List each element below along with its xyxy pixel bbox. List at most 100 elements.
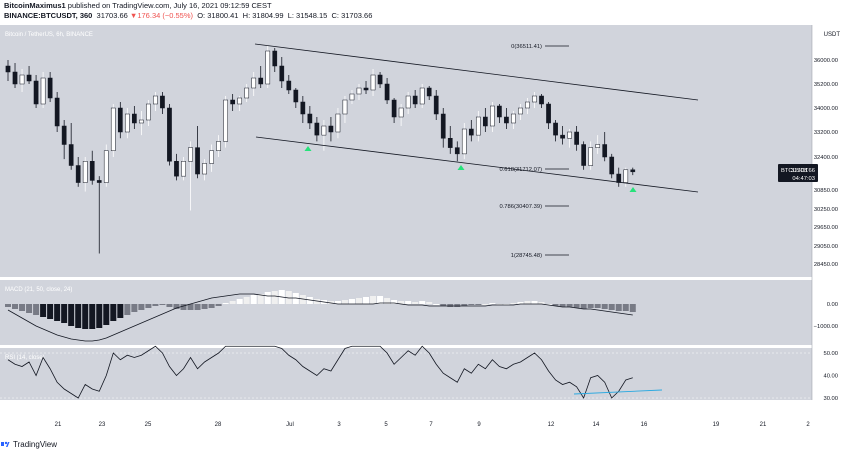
candle-body [377,74,383,85]
support-arrow-marker [304,146,312,151]
candle-body [468,128,474,136]
candle-body [497,105,502,118]
tradingview-logo-icon [1,441,10,447]
macd-bar [19,304,26,311]
candle-body [384,83,390,101]
candle-body [96,180,102,183]
rsi-line [7,345,633,399]
macd-bar [103,304,110,325]
macd-bar [475,304,482,305]
candle-body [251,77,257,89]
candle-body [539,95,544,105]
macd-bar [124,304,131,315]
tradingview-brand[interactable]: TradingView [13,440,58,449]
candle-body [188,147,193,162]
macd-bar [545,304,552,305]
candle-body [412,95,418,105]
support-arrow-marker [629,187,637,192]
macd-bar [524,301,531,304]
candle-body [342,99,348,115]
candle-body [89,161,95,181]
macd-bar [40,304,47,317]
candle-body [26,74,32,82]
macd-bar [510,303,517,304]
chart-canvas[interactable]: Bitcoin / TetherUS, 6h, BINANCE USDT MAC… [0,22,850,437]
candle-body [181,161,186,177]
candle-body [293,89,299,103]
candle-body [40,77,46,105]
price-tick-label: 30850.00 [814,188,838,194]
candle-body [426,87,432,97]
macd-bar [159,304,166,305]
candle-body [595,144,601,148]
channel-lower-line [255,136,699,193]
macd-bar [138,304,145,310]
macd-bar [552,304,559,306]
macd-bar [306,297,313,304]
candle-body [391,99,397,118]
candle-body [518,107,523,115]
candle-body [419,87,425,105]
price-change: ▼176.34 (−0.55%) [129,11,194,20]
macd-bar [601,304,608,309]
candle-body [560,134,565,139]
candle-body [616,173,622,183]
rsi-tick-label: 30.00 [823,396,838,402]
price-tick-label: 36000.00 [814,58,838,64]
candle-body [286,80,292,91]
price-tick-label: 30250.00 [814,207,838,213]
macd-bar [110,304,117,321]
candle-body [307,113,313,124]
macd-bar [566,304,573,307]
date-tick-label: 19 [713,422,720,428]
macd-bar [489,303,496,304]
macd-pane [0,280,812,345]
fib-level-label: 0.786(30407.39) [499,204,542,210]
macd-bar [117,304,124,318]
author-name[interactable]: BitcoinMaximus1 [4,1,66,10]
last-price-symbol: BTCUSDT [781,168,809,174]
macd-bar [222,303,229,304]
macd-bar [447,304,454,307]
date-tick-label: 3 [337,422,341,428]
macd-tick-label: 0.00 [827,302,838,308]
date-tick-label: 5 [384,422,388,428]
candle-body [174,161,179,177]
macd-bar [496,304,503,305]
candle-body [567,131,572,139]
publish-line: BitcoinMaximus1 published on TradingView… [4,1,272,10]
macd-bar [398,301,405,304]
candle-body [483,116,488,127]
candle-body [356,87,362,95]
candle-body [433,95,439,115]
open-value: O: 31800.41 [197,11,239,20]
macd-bar [426,302,433,304]
macd-bar [334,301,341,304]
price-axis: 36000.00 35200.00 34000.00 33200.00 32400.00… [814,58,838,402]
candle-body [363,87,369,91]
macd-bar [313,299,320,304]
macd-bar [229,301,236,304]
candle-body [237,97,243,105]
date-tick-label: 23 [99,422,106,428]
fib-level-label: 1(28745.48) [511,253,542,259]
macd-bar [187,304,194,310]
candle-body [398,107,404,118]
price-tick-label: 29650.00 [814,225,838,231]
date-tick-label: 28 [215,422,222,428]
price-tick-label: 35200.00 [814,82,838,88]
candle-body [454,147,460,155]
support-arrow-marker [457,165,465,170]
date-tick-label: 2 [806,422,810,428]
candle-body [54,97,60,127]
candle-body [167,107,172,162]
candle-body [230,99,235,105]
candle-body [75,165,81,183]
macd-bar [12,304,19,309]
macd-bar [412,302,419,304]
macd-bar [173,304,180,309]
candle-body [321,125,327,136]
macd-bar [327,301,334,304]
candle-body [370,74,376,91]
macd-bar [440,304,447,306]
